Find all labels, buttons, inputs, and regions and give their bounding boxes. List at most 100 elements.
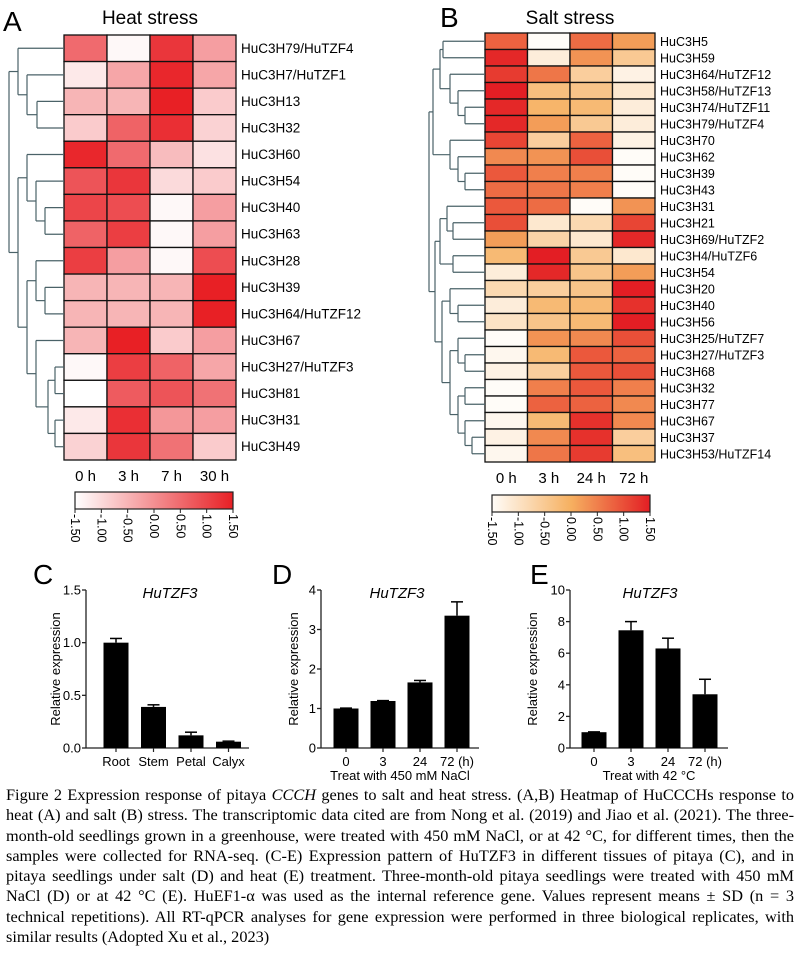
column-label: 24 h bbox=[577, 470, 606, 487]
x-tick-label: 0 bbox=[342, 754, 349, 769]
colorbar-tick-label: -0.50 bbox=[121, 514, 135, 543]
row-label: HuC3H37 bbox=[660, 431, 715, 445]
heatmap-cell bbox=[484, 81, 529, 100]
heatmap-cell bbox=[569, 48, 614, 67]
heatmap-cell bbox=[106, 60, 151, 89]
heatmap-cell bbox=[484, 428, 529, 447]
heatmap-cell bbox=[106, 432, 151, 461]
heatmap-cell bbox=[569, 98, 614, 117]
heatmap-cell bbox=[149, 273, 194, 302]
heatmap-cell bbox=[192, 114, 237, 142]
y-tick-label: 6 bbox=[558, 646, 565, 661]
caption-text-rest: genes to salt and heat stress. (A,B) Hea… bbox=[6, 785, 795, 947]
colorbar-tick-label: -0.50 bbox=[538, 517, 552, 546]
heatmap-cell bbox=[569, 362, 614, 381]
panel-letter-d: D bbox=[272, 559, 292, 590]
heatmap-cell bbox=[569, 411, 614, 430]
heatmap-cell bbox=[611, 98, 656, 117]
row-label: HuC3H54 bbox=[660, 266, 715, 280]
heatmap-cell bbox=[192, 379, 237, 408]
row-label: HuC3H69/HuTZF2 bbox=[660, 233, 764, 247]
x-tick-label: Petal bbox=[176, 754, 206, 769]
heatmap-cell bbox=[106, 140, 151, 169]
colorbar-tick-label: 1.50 bbox=[643, 517, 657, 541]
heatmap-cell bbox=[149, 87, 194, 116]
y-tick-label: 0.0 bbox=[63, 741, 81, 756]
heatmap-cell bbox=[569, 164, 614, 183]
heatmap-cell bbox=[63, 299, 108, 328]
heatmap-cell bbox=[192, 406, 237, 435]
heatmap-cell bbox=[569, 131, 614, 150]
heatmap-cell bbox=[611, 213, 656, 232]
heatmap-cell bbox=[526, 312, 571, 331]
caption-gene-family: CCCH bbox=[271, 785, 317, 804]
row-label: HuC3H64/HuTZF12 bbox=[660, 68, 771, 82]
heatmap-cell bbox=[611, 362, 656, 381]
heatmap-cell bbox=[63, 432, 108, 461]
heatmap-cell bbox=[526, 263, 571, 282]
y-tick-label: 0 bbox=[558, 741, 565, 756]
row-label: HuC3H31 bbox=[241, 413, 300, 428]
heatmap-cell bbox=[484, 197, 529, 216]
heatmap-cell bbox=[192, 167, 237, 196]
heatmap-cell bbox=[484, 147, 529, 166]
heatmap-cell bbox=[106, 220, 151, 249]
heatmap-cell bbox=[484, 48, 529, 67]
heatmap-cell bbox=[611, 395, 656, 414]
heatmap-cell bbox=[484, 180, 529, 199]
heatmap-cell bbox=[611, 230, 656, 249]
heatmap-cell bbox=[149, 60, 194, 89]
heatmap-cell bbox=[526, 197, 571, 216]
heatmap-cell bbox=[526, 329, 571, 348]
heatmap-cell bbox=[526, 296, 571, 315]
heatmap-cell bbox=[569, 65, 614, 84]
heatmap-cell bbox=[484, 114, 529, 133]
row-label: HuC3H63 bbox=[241, 227, 300, 242]
colorbar-tick-label: 0.50 bbox=[173, 514, 187, 538]
row-label: HuC3H31 bbox=[660, 200, 715, 214]
row-label: HuC3H67 bbox=[241, 333, 300, 348]
heatmap-cell bbox=[484, 213, 529, 232]
heatmap-cell bbox=[192, 140, 237, 169]
row-label: HuC3H40 bbox=[660, 299, 715, 313]
heatmap-cell bbox=[192, 432, 237, 461]
bar bbox=[178, 735, 204, 748]
heatmap-cell bbox=[484, 32, 529, 51]
row-label: HuC3H79/HuTZF4 bbox=[241, 41, 354, 56]
heatmap-cell bbox=[149, 167, 194, 196]
heatmap-cell bbox=[63, 353, 108, 381]
bar bbox=[333, 708, 359, 748]
heatmap-cell bbox=[526, 131, 571, 150]
y-tick-label: 1.0 bbox=[63, 635, 81, 650]
heatmap-cell bbox=[526, 81, 571, 100]
heatmap-cell bbox=[63, 273, 108, 302]
heatmap-cell bbox=[106, 167, 151, 196]
colorbar-tick-label: -1.50 bbox=[485, 517, 499, 546]
heatmap-cell bbox=[526, 444, 571, 463]
bar bbox=[370, 700, 396, 748]
heatmap-cell bbox=[63, 114, 108, 142]
heatmap-cell bbox=[149, 140, 194, 169]
panel-letter-b: B bbox=[440, 2, 459, 33]
row-label: HuC3H21 bbox=[660, 216, 715, 230]
x-tick-label: Root bbox=[102, 754, 130, 769]
y-axis-label: Relative expression bbox=[48, 612, 63, 725]
heatmap-cell bbox=[526, 345, 571, 364]
y-tick-label: 0 bbox=[309, 741, 316, 756]
heatmap-cell bbox=[484, 329, 529, 348]
x-tick-label: 0 bbox=[590, 754, 597, 769]
heatmap-cell bbox=[484, 279, 529, 298]
bar bbox=[655, 648, 681, 748]
column-label: 3 h bbox=[118, 468, 139, 485]
heatmap-cell bbox=[106, 379, 151, 408]
heatmap-cell bbox=[569, 230, 614, 249]
heatmap-cell bbox=[526, 164, 571, 183]
heatmap-cell bbox=[484, 263, 529, 282]
y-tick-label: 2 bbox=[309, 662, 316, 677]
colorbar-tick-label: 1.00 bbox=[617, 517, 631, 541]
row-label: HuC3H74/HuTZF11 bbox=[660, 101, 770, 115]
heatmap-cell bbox=[63, 326, 108, 355]
heatmap-cell bbox=[611, 378, 656, 397]
heatmap-cell bbox=[611, 48, 656, 67]
